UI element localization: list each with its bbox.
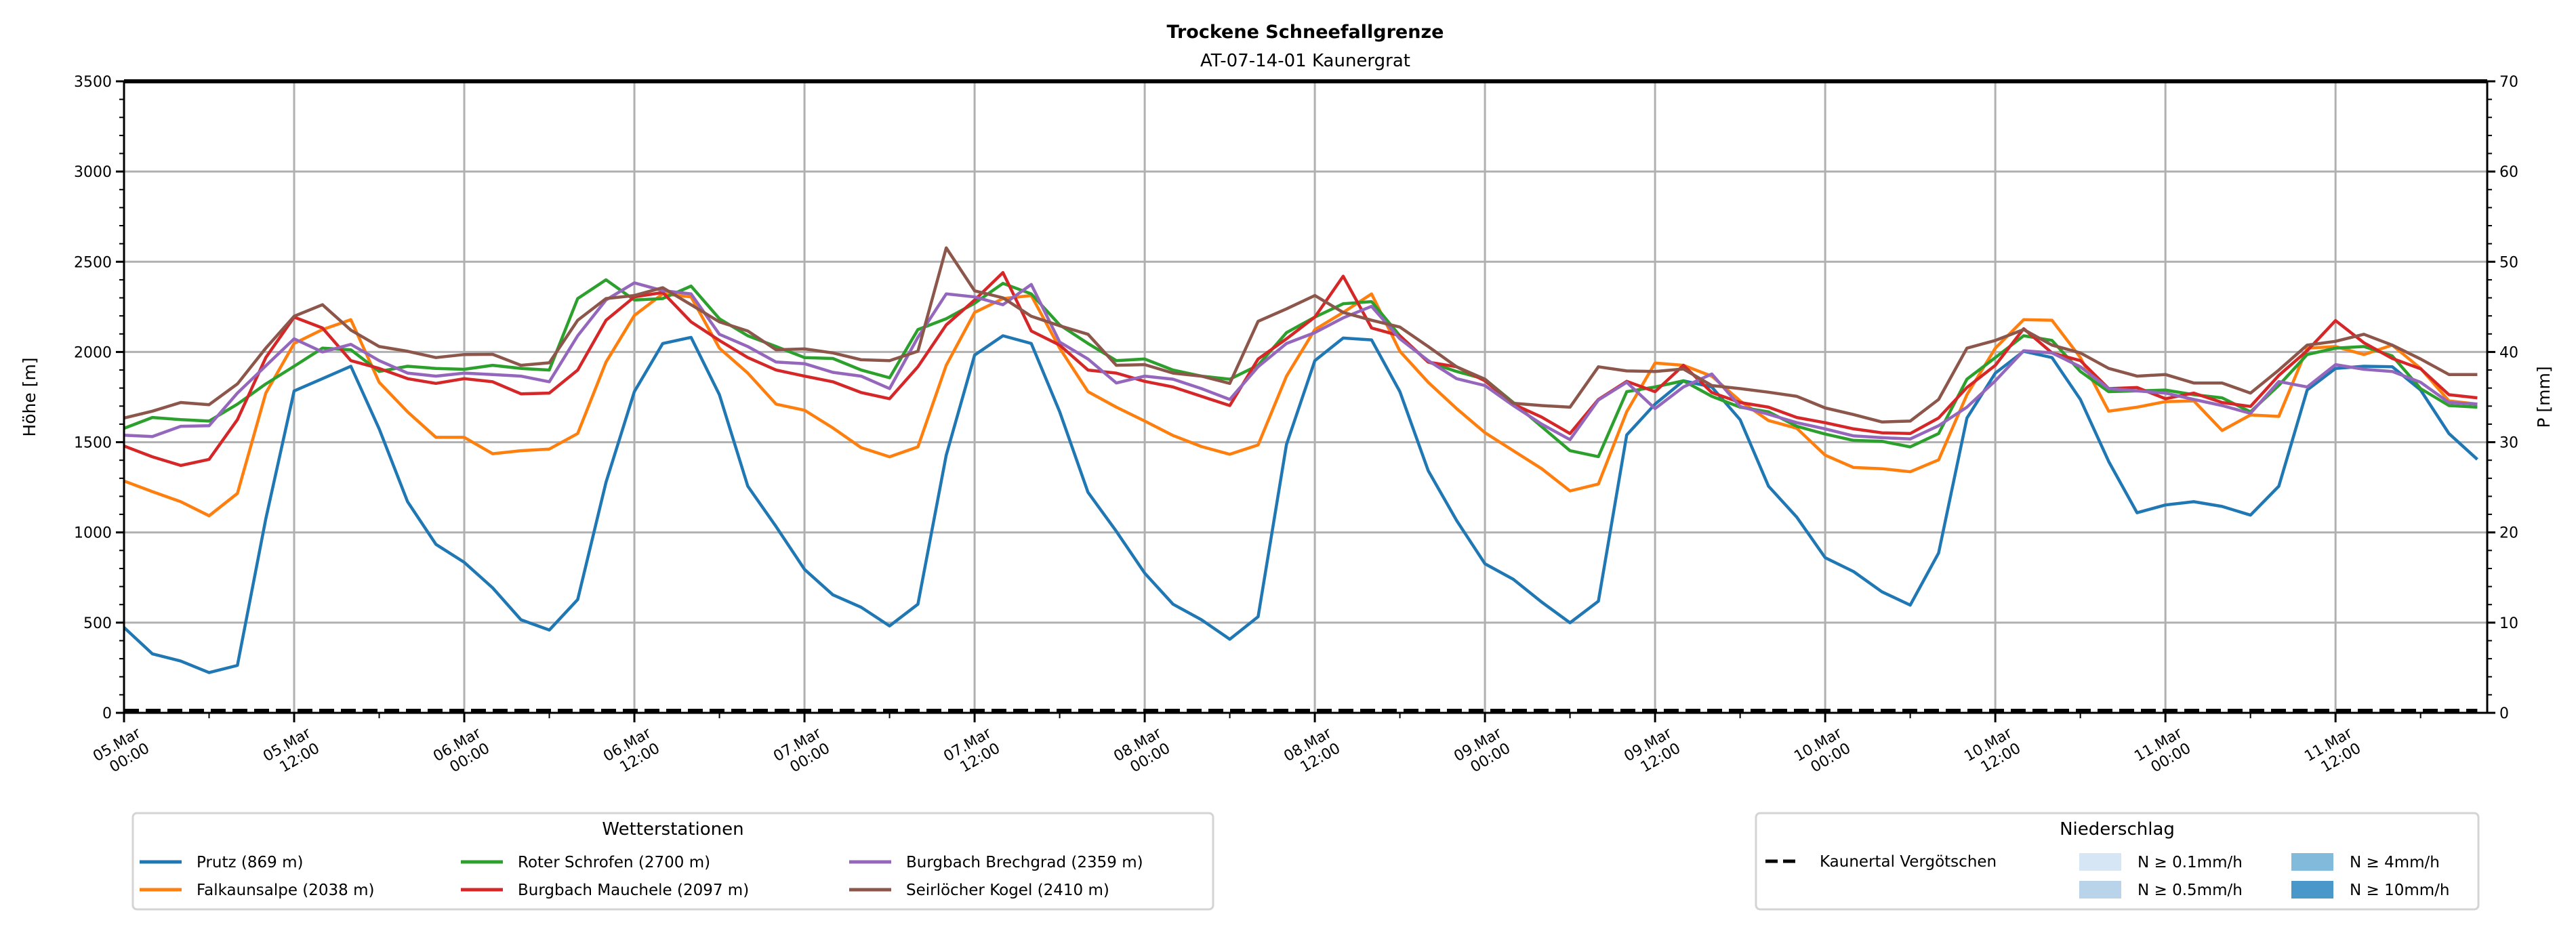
y-right-tick-label: 40 [2499,344,2518,361]
legend-label: Falkaunsalpe (2038 m) [197,882,375,899]
legend-precip-patch [2291,853,2333,871]
y-right-tick-label: 0 [2499,705,2509,722]
legend-precip-label: N ≥ 0.1mm/h [2138,854,2243,871]
y-right-tick-label: 60 [2499,164,2518,181]
series-line-2 [123,278,2478,459]
y-right-tick-label: 70 [2499,74,2518,91]
series-line-0 [123,334,2478,674]
legend-precip-patch [2079,853,2121,871]
series-line-3 [123,271,2478,468]
legend-precip-title: Niederschlag [2060,819,2175,840]
legend-precip-label: N ≥ 0.5mm/h [2138,882,2243,899]
legend-precip-label: N ≥ 10mm/h [2350,882,2450,899]
series-lines [123,246,2478,713]
y-right-tick-label: 10 [2499,615,2518,632]
y-right-tick-label: 50 [2499,254,2518,271]
y-tick-label: 3500 [74,74,112,91]
legend-precip-label: N ≥ 4mm/h [2350,854,2440,871]
y-right-tick-label: 30 [2499,435,2518,452]
legend-stations-title: Wetterstationen [602,819,743,840]
legend-label: Prutz (869 m) [197,854,303,871]
y-tick-label: 2500 [74,254,112,271]
series-line-5 [123,246,2478,424]
y-tick-label: 1000 [74,525,112,542]
y-tick-label: 3000 [74,164,112,181]
legend-precip: Niederschlag Kaunertal Vergötschen N ≥ 0… [1755,812,2480,911]
legend-label: Seirlöcher Kogel (2410 m) [906,882,1109,899]
legend-stations: Wetterstationen Prutz (869 m) Falkaunsalp… [131,812,1214,911]
y-tick-label: 1500 [74,435,112,452]
legend-stations-frame [131,812,1214,911]
series-line-4 [123,281,2478,442]
y-tick-label: 500 [83,615,112,632]
chart-title: Trockene Schneefallgrenze [1167,22,1444,43]
legend-label: Roter Schrofen (2700 m) [518,854,710,871]
y-tick-label: 0 [102,705,112,722]
y-axis-label: Höhe [m] [20,357,39,436]
legend-precip-patch [2291,881,2333,899]
y-tick-label: 2000 [74,344,112,361]
y-right-tick-label: 20 [2499,525,2518,542]
legend-label: Burgbach Brechgrad (2359 m) [906,854,1143,871]
legend-precip-station-label: Kaunertal Vergötschen [1820,853,1997,871]
legend-precip-patch [2079,881,2121,899]
chart-subtitle: AT-07-14-01 Kaunergrat [1200,51,1410,71]
legend-label: Burgbach Mauchele (2097 m) [518,882,749,899]
y-axis-right-label: P [mm] [2534,366,2554,428]
grid [123,80,2487,714]
